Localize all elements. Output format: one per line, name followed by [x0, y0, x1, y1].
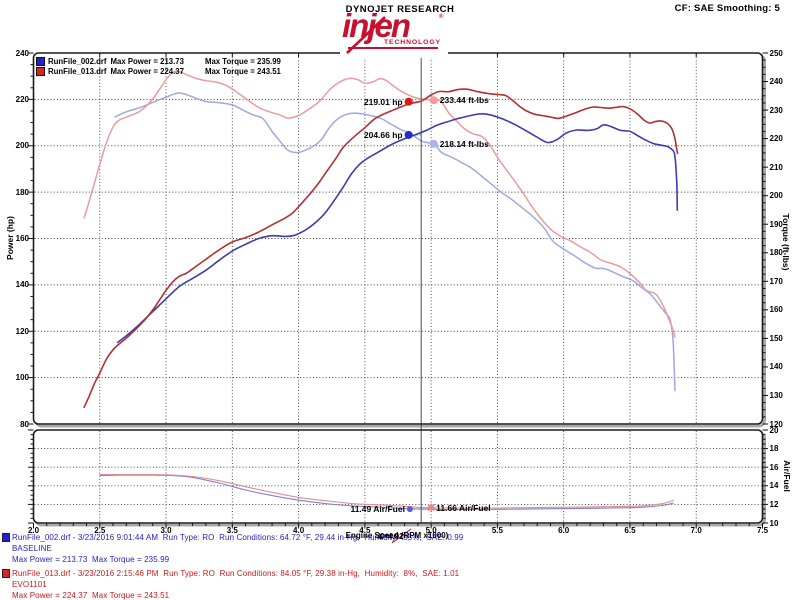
run1_torque-curve: [114, 92, 676, 392]
power-tick-label: 180: [15, 187, 29, 197]
legend-run2-file: RunFile_013.drf: [48, 66, 107, 76]
rpm-tick-label: 7.0: [690, 526, 702, 535]
legend-run1-file: RunFile_002.drf: [48, 56, 107, 66]
airfuel-axis-title: Air/Fuel: [782, 460, 792, 492]
legend-run1-max-torque: Max Torque = 235.99: [204, 56, 281, 66]
torque-tick-label: 220: [769, 134, 783, 144]
power-tick-label: 80: [20, 419, 29, 429]
rpm-tick-label: 4.0: [293, 526, 305, 535]
gridlines: [34, 54, 762, 522]
power-tick-label: 160: [15, 234, 29, 243]
legend: RunFile_002.drf Max Power = 213.73 Max T…: [36, 56, 281, 76]
cursor-x-readout: X=4.92: [378, 531, 404, 541]
annotation-dot: [404, 97, 413, 106]
rpm-tick-label: 2.5: [94, 526, 106, 535]
annotation-text-0: 219.01 hp: [363, 96, 403, 107]
annotation-dot: [406, 506, 413, 513]
annotation-dot: [429, 139, 438, 148]
run1-title: BASELINE: [12, 544, 52, 553]
legend-row-run1: RunFile_002.drf Max Power = 213.73 Max T…: [36, 56, 281, 66]
power-tick-label: 240: [15, 48, 29, 58]
run1-conditions: RunFile_002.drf - 3/23/2016 9:01:44 AM R…: [12, 533, 464, 542]
annotation-markers: [404, 96, 438, 513]
power-tick-label: 140: [15, 280, 29, 290]
run1-color-swatch-icon: [36, 56, 45, 66]
cursor-pointer-icon: [391, 528, 412, 544]
logo-slash-icon: [346, 15, 386, 54]
run1-max-values: Max Power = 213.73 Max Torque = 235.99: [12, 555, 170, 564]
run2_torque-curve: [83, 70, 676, 338]
run1_airfuel-curve: [99, 474, 674, 511]
power-tick-label: 100: [15, 373, 29, 383]
logo-subtitle: TECHNOLOGY: [382, 39, 443, 46]
torque-tick-label: 230: [769, 105, 783, 115]
legend-run2-max-torque: Max Torque = 243.51: [204, 66, 281, 76]
power-tick-label: 200: [15, 141, 29, 151]
run2_power-curve: [83, 88, 679, 409]
run1-file-icon: [2, 533, 10, 542]
airfuel-tick-label: 10: [769, 518, 779, 528]
logo-underline: [348, 47, 438, 50]
torque-tick-label: 150: [769, 333, 783, 343]
power-tick-label: 220: [15, 94, 29, 104]
annotation-text-2: 204.66 hp: [363, 129, 403, 140]
annotation-dot: [429, 96, 438, 105]
legend-run2-max-power: Max Power = 224.37: [110, 66, 184, 76]
airfuel-tick-label: 14: [769, 481, 779, 491]
power-tick-label: 120: [15, 326, 29, 336]
run2-file-icon: [2, 569, 10, 578]
annotation-dot: [404, 130, 413, 139]
torque-tick-label: 210: [769, 162, 783, 172]
run2-color-swatch-icon: [36, 66, 45, 76]
run2-conditions: RunFile_013.drf - 3/23/2016 2:15:46 PM R…: [12, 569, 460, 578]
torque-tick-label: 130: [769, 390, 783, 400]
correction-smoothing-label: CF: SAE Smoothing: 5: [674, 3, 780, 14]
rpm-tick-label: 4.5: [359, 526, 371, 535]
torque-tick-label: 240: [769, 77, 783, 87]
torque-tick-label: 160: [769, 305, 783, 315]
run1_power-curve: [116, 112, 679, 344]
airfuel-tick-label: 20: [769, 425, 779, 435]
airfuel-curves: [99, 474, 674, 511]
registered-mark-icon: ®: [439, 13, 444, 20]
run2_airfuel-curve: [99, 474, 674, 509]
rpm-tick-label: 6.5: [624, 526, 636, 535]
run2-title: EVO1101: [12, 580, 47, 589]
rpm-tick-label: 6.0: [558, 526, 570, 535]
logo-word: injen: [342, 6, 411, 44]
run1-info: RunFile_002.drf - 3/23/2016 9:01:44 AM R…: [12, 532, 463, 565]
torque-tick-label: 200: [769, 191, 783, 201]
torque-tick-label: 120: [769, 419, 783, 429]
airfuel-tick-label: 12: [769, 499, 779, 509]
annotation-text-5: 11.66 Air/Fuel: [436, 502, 491, 513]
torque-tick-label: 170: [769, 276, 783, 286]
x-axis-title: Engine Speed (RPM x1000): [345, 531, 449, 540]
axis-ticks: [28, 52, 768, 529]
rpm-tick-label: 3.5: [226, 526, 238, 535]
run2-info: RunFile_013.drf - 3/23/2016 2:15:46 PM R…: [12, 568, 459, 600]
power-torque-curves: [83, 70, 679, 409]
rpm-tick-label: 5.5: [491, 526, 503, 535]
rpm-tick-label: 5.0: [425, 526, 437, 535]
torque-tick-label: 180: [769, 248, 783, 258]
rpm-tick-label: 7.5: [756, 526, 769, 535]
injen-logo: injen ® TECHNOLOGY: [340, 9, 448, 58]
torque-tick-label: 190: [769, 219, 783, 229]
legend-row-run2: RunFile_013.drf Max Power = 224.37 Max T…: [36, 66, 281, 76]
run2-max-values: Max Power = 224.37 Max Torque = 243.51: [12, 591, 170, 600]
torque-tick-label: 140: [769, 362, 783, 372]
annotation-text-1: 233.44 ft-lbs: [439, 95, 489, 106]
annotation-text-4: 11.49 Air/Fuel: [350, 504, 405, 515]
torque-tick-label: 250: [769, 48, 783, 58]
airfuel-tick-label: 16: [769, 462, 779, 472]
legend-run1-max-power: Max Power = 213.73: [110, 56, 184, 66]
annotation-text-3: 218.14 ft-lbs: [439, 138, 489, 149]
page-title: DYNOJET RESEARCH: [345, 4, 455, 15]
rpm-tick-label: 3.0: [160, 526, 172, 535]
airfuel-tick-label: 18: [769, 444, 779, 454]
rpm-tick-label: 2.0: [27, 526, 40, 535]
